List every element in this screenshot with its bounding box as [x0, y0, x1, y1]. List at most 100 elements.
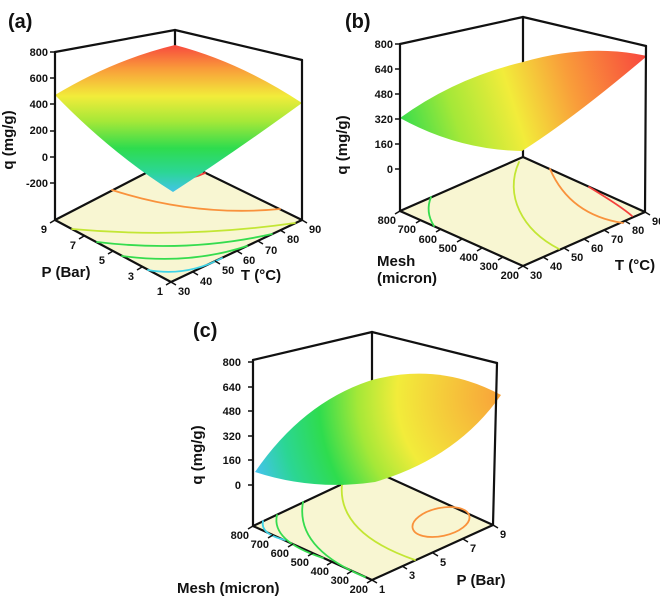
panel-a-response-surface: [55, 45, 302, 192]
panel-b-mesh-tick-labels: 800 700 600 500 400 300 200: [378, 215, 519, 282]
panel-c-floor-contours: [261, 483, 471, 578]
y-tick-label: 5: [440, 557, 446, 569]
y-tick-label: 90: [652, 216, 660, 228]
z-tick-label: 0: [42, 152, 48, 164]
y-tick-label: 60: [591, 243, 603, 255]
y-tick-label: 50: [571, 252, 583, 264]
panel-b-contour-floor: [398, 155, 647, 268]
z-axis-label: q (mg/g): [0, 110, 17, 169]
contour-line-yellow-green: [71, 222, 296, 234]
x-tick-label: 500: [291, 557, 309, 569]
t-axis-tick-marks: [170, 219, 308, 286]
contour-line-orange: [549, 168, 624, 224]
y-tick-label: 80: [632, 225, 644, 237]
mesh-axis-label-line1: Mesh: [377, 253, 415, 270]
x-tick-label: 600: [419, 234, 437, 246]
z-tick-label: 400: [30, 99, 48, 111]
z-tick-label: 800: [223, 357, 241, 369]
t-axis-label: T (°C): [241, 267, 281, 284]
panel-b-box-edges: [398, 15, 648, 214]
panel-c-p-tick-labels: 1 3 5 7 9: [379, 529, 506, 596]
panel-a-t-tick-labels: 30 40 50 60 70 80 90: [178, 224, 321, 298]
z-axis-label: q (mg/g): [189, 425, 206, 484]
z-tick-label: 800: [30, 47, 48, 59]
panel-a-tag: (a): [8, 11, 32, 33]
x-tick-label: 1: [157, 286, 163, 298]
panel-c-contour-floor: [251, 468, 495, 582]
mesh-axis-tick-marks: [247, 525, 373, 584]
x-tick-label: 5: [99, 255, 105, 267]
contour-line-green: [96, 233, 273, 247]
z-axis-label: q (mg/g): [334, 115, 351, 174]
panel-a-p-tick-labels: 9 7 5 3 1: [41, 224, 163, 298]
z-tick-label: 480: [375, 89, 393, 101]
x-tick-label: 200: [350, 584, 368, 596]
y-tick-label: 7: [470, 543, 476, 555]
mesh-axis-label: Mesh (micron): [177, 580, 280, 597]
contour-line-orange: [111, 189, 281, 212]
y-tick-label: 40: [550, 261, 562, 273]
z-tick-label: 320: [375, 114, 393, 126]
x-tick-label: 700: [251, 539, 269, 551]
panel-c-z-tick-labels: 800 640 480 320 160 0: [223, 357, 241, 492]
panel-a-z-tick-labels: 800 600 400 200 0 -200: [26, 47, 48, 190]
p-axis-tick-marks: [371, 524, 499, 584]
panel-c: (c) 800 640 480 320 160 0: [177, 320, 506, 597]
z-axis-tick-marks: [248, 361, 253, 486]
panel-a-box-edges: [53, 28, 304, 222]
x-tick-label: 200: [501, 270, 519, 282]
panel-b-tag: (b): [345, 11, 371, 33]
panel-c-mesh-tick-labels: 800 700 600 500 400 300 200: [231, 530, 368, 596]
contour-line-yellow-green: [340, 483, 416, 561]
p-axis-tick-marks: [49, 219, 172, 286]
z-tick-label: 640: [223, 382, 241, 394]
panel-b: (b) 800 640 480 320 160 0 800: [334, 11, 660, 287]
y-tick-label: 3: [409, 570, 415, 582]
y-tick-label: 80: [287, 234, 299, 246]
panel-b-z-tick-labels: 800 640 480 320 160 0: [375, 39, 393, 176]
p-axis-label: P (Bar): [42, 264, 91, 281]
z-tick-label: 800: [375, 39, 393, 51]
y-tick-label: 60: [243, 255, 255, 267]
t-axis-tick-marks: [522, 211, 651, 270]
contour-line-yellow-green: [512, 161, 560, 250]
y-tick-label: 70: [611, 234, 623, 246]
y-tick-label: 50: [222, 265, 234, 277]
contour-line-green: [121, 245, 248, 260]
mesh-axis-label-line2: (micron): [377, 270, 437, 287]
z-tick-label: 480: [223, 406, 241, 418]
x-tick-label: 300: [480, 261, 498, 273]
panel-a: (a) 800 600 400 200 0 -200: [0, 11, 321, 298]
t-axis-label: T (°C): [615, 257, 655, 274]
panel-c-tag: (c): [193, 320, 217, 342]
x-tick-label: 400: [460, 252, 478, 264]
z-tick-label: 0: [387, 164, 393, 176]
x-tick-label: 9: [41, 224, 47, 236]
panel-b-t-tick-labels: 30 40 50 60 70 80 90: [530, 216, 660, 282]
z-tick-label: 600: [30, 73, 48, 85]
z-tick-label: 320: [223, 431, 241, 443]
y-tick-label: 9: [500, 529, 506, 541]
panel-b-response-surface: [400, 50, 647, 151]
x-tick-label: 3: [128, 271, 134, 283]
y-tick-label: 1: [379, 584, 385, 596]
z-tick-label: 0: [235, 480, 241, 492]
x-tick-label: 600: [271, 548, 289, 560]
contour-line-red: [588, 186, 633, 217]
x-tick-label: 400: [311, 566, 329, 578]
p-axis-label: P (Bar): [457, 572, 506, 589]
x-tick-label: 7: [70, 240, 76, 252]
y-tick-label: 40: [200, 276, 212, 288]
z-axis-tick-marks: [50, 51, 55, 184]
panel-b-floor-contours: [427, 161, 633, 250]
z-tick-label: 200: [30, 125, 48, 137]
z-tick-label: 640: [375, 64, 393, 76]
contour-line-green: [427, 196, 435, 227]
mesh-axis-tick-marks: [394, 210, 524, 270]
z-tick-label: 160: [223, 455, 241, 467]
contour-ellipse-orange: [411, 506, 471, 538]
z-tick-label: 160: [375, 139, 393, 151]
z-axis-tick-marks: [395, 43, 400, 170]
y-tick-label: 30: [530, 270, 542, 282]
